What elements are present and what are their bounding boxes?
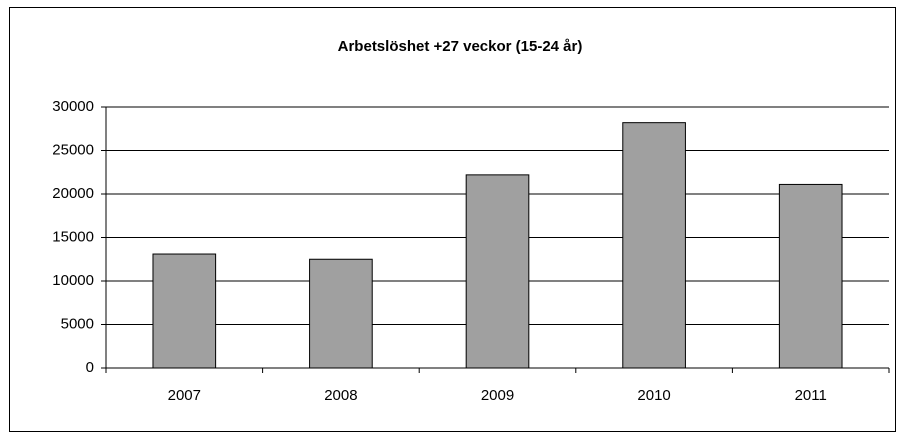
y-tick-label: 25000 (52, 141, 94, 158)
x-tick-label: 2007 (168, 387, 201, 404)
x-tick-label: 2009 (481, 387, 514, 404)
x-tick-label: 2011 (795, 387, 827, 404)
y-tick-label: 30000 (52, 98, 94, 115)
bar (622, 122, 686, 369)
bar (309, 258, 373, 369)
bar (465, 174, 530, 369)
bar (778, 183, 843, 369)
y-tick-label: 15000 (52, 228, 94, 245)
bar (152, 253, 217, 369)
x-tick-label: 2010 (637, 387, 670, 404)
y-tick-label: 10000 (52, 272, 94, 289)
y-tick-label: 5000 (61, 315, 94, 332)
x-tick-label: 2008 (324, 387, 357, 404)
chart-title: Arbetslöshet +27 veckor (15-24 år) (338, 38, 583, 55)
y-tick-label: 20000 (52, 185, 94, 202)
y-tick-label: 0 (86, 359, 94, 376)
